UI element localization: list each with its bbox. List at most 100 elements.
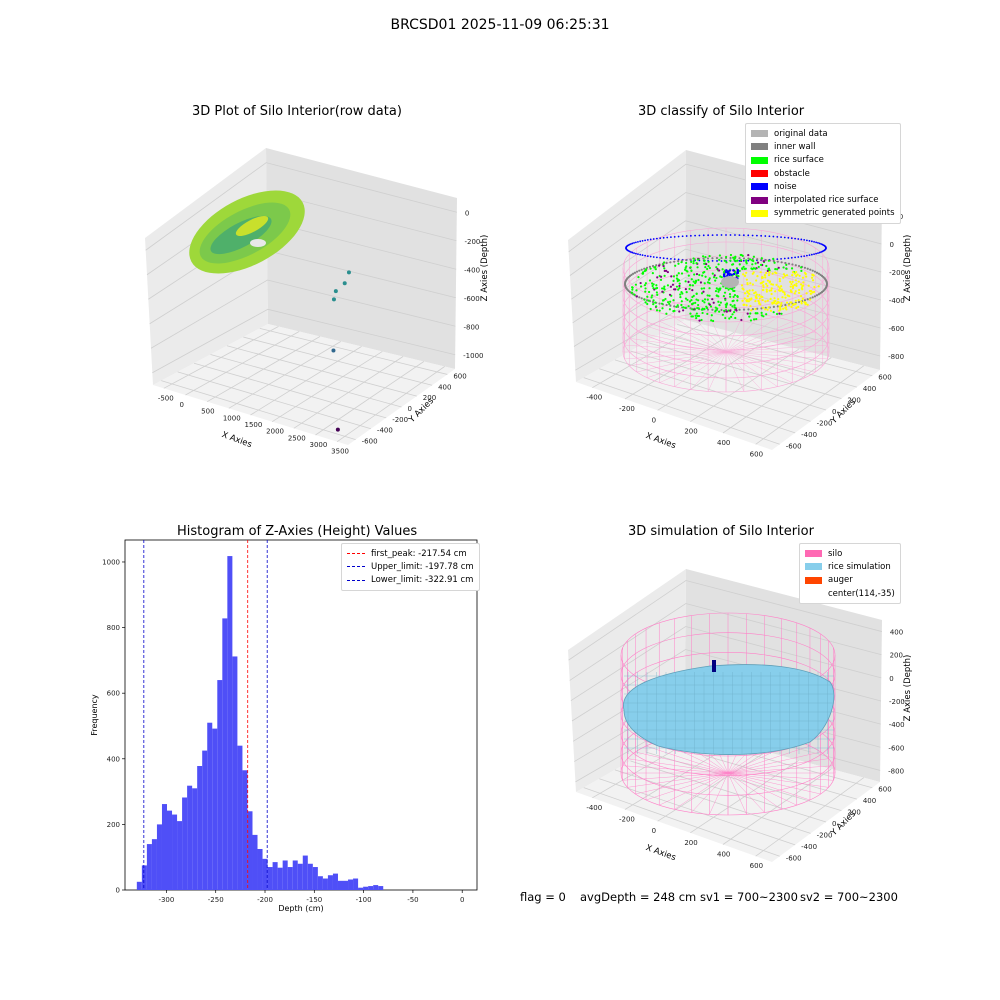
hist-bar xyxy=(237,745,243,890)
wall-point xyxy=(756,258,759,261)
noise-point xyxy=(747,234,750,237)
classified-point xyxy=(727,309,730,312)
panel1-pane-floor xyxy=(153,324,455,445)
classified-point xyxy=(697,307,700,310)
classified-point xyxy=(740,318,743,322)
wall-point xyxy=(811,296,814,299)
classified-point xyxy=(777,266,780,269)
classified-point xyxy=(800,266,803,269)
noise-point xyxy=(797,256,800,258)
panel4-title: 3D simulation of Silo Interior xyxy=(628,524,814,539)
wall-point xyxy=(630,273,633,276)
classified-point xyxy=(749,312,752,315)
classified-point xyxy=(666,270,669,274)
classified-point xyxy=(731,305,734,308)
classified-point xyxy=(706,298,709,301)
classified-point xyxy=(740,284,744,287)
classified-point xyxy=(703,282,706,285)
classified-point xyxy=(708,281,711,285)
panel2-xlabel: X Axies xyxy=(644,431,677,451)
noise-point xyxy=(689,234,692,237)
wall-point xyxy=(724,308,728,312)
silo-floor-spoke xyxy=(727,772,782,810)
grid-line xyxy=(583,377,780,445)
noise-point xyxy=(635,241,637,244)
classified-point xyxy=(737,274,740,278)
classified-point xyxy=(728,292,732,296)
classified-point xyxy=(747,300,750,303)
classified-point xyxy=(745,299,749,302)
classified-point xyxy=(690,299,693,302)
classified-point xyxy=(723,309,726,312)
classified-point xyxy=(675,285,679,288)
outlier-point xyxy=(342,281,347,286)
wall-point xyxy=(803,299,807,302)
hist-bar xyxy=(337,880,344,890)
classified-point xyxy=(649,307,652,311)
x-tick-label: 1000 xyxy=(223,414,241,422)
classified-point xyxy=(754,267,757,270)
classified-point xyxy=(683,268,687,271)
noise-point xyxy=(725,234,727,236)
x-tick-label: -300 xyxy=(158,896,174,904)
panel2-title: 3D classify of Silo Interior xyxy=(638,104,805,119)
classified-point xyxy=(644,282,647,285)
wall-point xyxy=(813,270,817,273)
hist-bar xyxy=(277,867,283,890)
panel4-plot: -400-20002004006006004002000-200-400-600… xyxy=(568,569,913,870)
wall-point xyxy=(633,271,637,274)
classified-point xyxy=(652,287,655,290)
noise-point xyxy=(666,257,669,260)
noise-point xyxy=(702,234,705,237)
classified-point xyxy=(733,293,737,297)
classified-point xyxy=(639,281,642,285)
x-tick-label: 2000 xyxy=(266,428,284,436)
classified-point xyxy=(729,295,732,298)
hist-bar xyxy=(348,879,354,890)
classified-point xyxy=(802,284,805,287)
panel1-cloud-highlight xyxy=(235,216,269,236)
classified-point xyxy=(760,314,763,317)
legend-line-swatch xyxy=(347,566,365,568)
hist-bar xyxy=(353,878,359,890)
silo-floor-spoke xyxy=(725,351,823,366)
hist-bar xyxy=(167,810,173,890)
noise-point xyxy=(794,256,797,259)
classified-point xyxy=(789,285,792,288)
classified-point xyxy=(755,279,758,282)
classified-point xyxy=(745,271,748,274)
noise-point xyxy=(772,235,775,238)
hist-bars xyxy=(136,556,384,890)
classified-point xyxy=(755,293,758,296)
classified-point xyxy=(725,302,729,305)
classified-point xyxy=(777,285,780,288)
classified-point xyxy=(781,290,785,293)
noise-point xyxy=(780,257,782,260)
noise-point xyxy=(818,251,821,254)
hist-bar xyxy=(187,785,193,890)
y-tick-label: 600 xyxy=(107,690,120,698)
classified-point xyxy=(789,289,792,292)
classified-point xyxy=(704,255,707,259)
classified-point xyxy=(760,257,763,260)
classified-point xyxy=(652,283,655,286)
noise-point xyxy=(813,253,815,256)
classified-point xyxy=(750,309,753,312)
noise-point xyxy=(639,253,642,256)
z-tick-label: -200 xyxy=(465,238,481,246)
classified-point xyxy=(718,304,721,307)
silo-floor-spoke xyxy=(690,351,727,390)
classified-point xyxy=(781,296,784,299)
hist-ylabel: Frequency xyxy=(90,694,99,736)
hist-yticks: 0 200 400 600 800 1000 xyxy=(102,558,125,895)
legend-label: rice surface xyxy=(774,155,824,166)
classified-point xyxy=(696,266,699,269)
hist-bar xyxy=(292,860,298,890)
classified-point xyxy=(700,318,703,322)
silo-floor-spoke xyxy=(725,321,793,353)
noise-point xyxy=(808,254,811,257)
noise-point xyxy=(716,234,718,236)
wall-point xyxy=(685,258,688,262)
z-tick-label: -1000 xyxy=(463,352,483,360)
classified-point xyxy=(774,299,777,303)
